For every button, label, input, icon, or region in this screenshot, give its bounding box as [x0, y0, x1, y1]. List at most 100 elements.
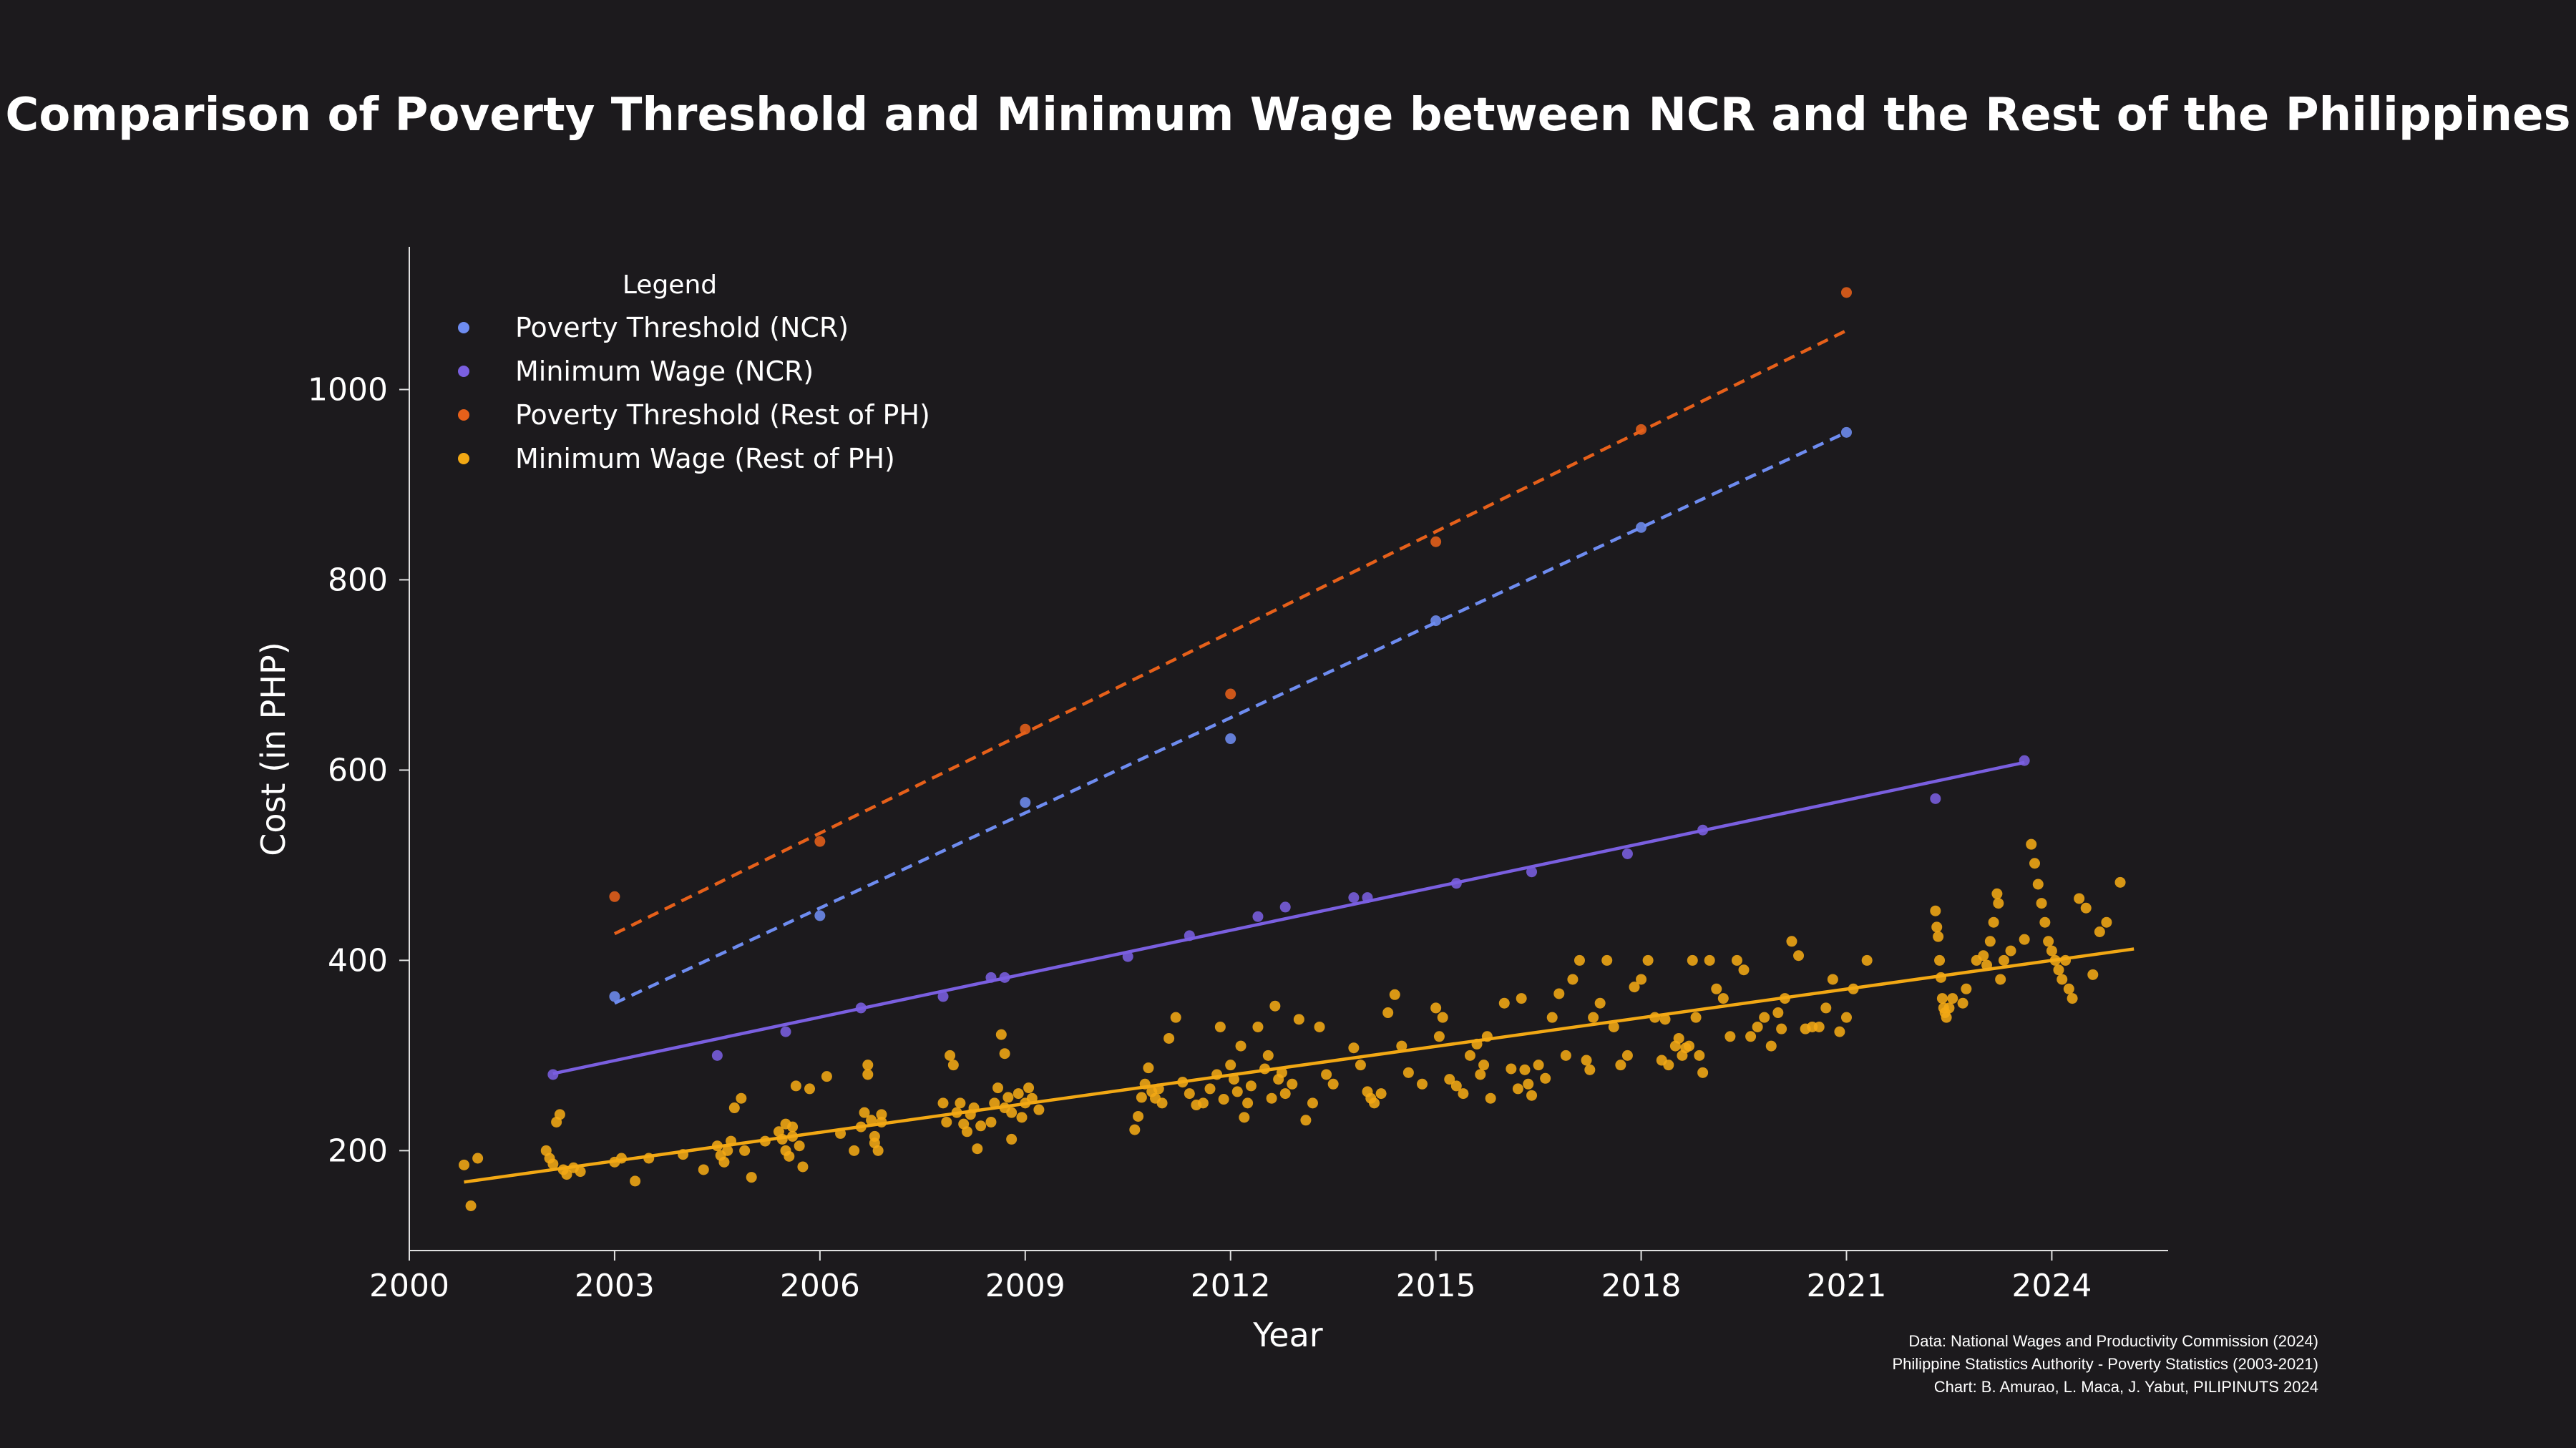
point-minimum-wage-rest-of-ph: [1033, 1104, 1045, 1115]
point-minimum-wage-rest-of-ph: [1314, 1021, 1325, 1032]
point-minimum-wage-ncr: [1279, 901, 1291, 913]
data-points: [459, 287, 2126, 1211]
point-minimum-wage-rest-of-ph: [1307, 1097, 1318, 1109]
point-minimum-wage-rest-of-ph: [1621, 1050, 1633, 1061]
point-minimum-wage-rest-of-ph: [739, 1145, 751, 1156]
point-minimum-wage-rest-of-ph: [736, 1092, 747, 1104]
point-minimum-wage-rest-of-ph: [1957, 997, 1968, 1009]
point-minimum-wage-rest-of-ph: [1659, 1014, 1671, 1025]
point-minimum-wage-rest-of-ph: [1519, 1064, 1531, 1075]
point-minimum-wage-rest-of-ph: [1991, 888, 2003, 899]
y-tick-label: 1000: [308, 371, 388, 408]
x-tick-label: 2003: [575, 1268, 655, 1304]
point-minimum-wage-rest-of-ph: [1793, 950, 1805, 962]
point-minimum-wage-rest-of-ph: [472, 1153, 484, 1164]
point-poverty-threshold-rest-of-ph: [1430, 536, 1442, 547]
point-minimum-wage-rest-of-ph: [1601, 954, 1613, 966]
point-minimum-wage-rest-of-ph: [1936, 993, 1948, 1004]
point-minimum-wage-rest-of-ph: [855, 1121, 867, 1133]
point-poverty-threshold-ncr: [1636, 522, 1647, 533]
legend-items: Poverty Threshold (NCR) Minimum Wage (NCR…: [458, 312, 930, 474]
point-minimum-wage-rest-of-ph: [1941, 1012, 1952, 1023]
point-minimum-wage-rest-of-ph: [849, 1145, 860, 1156]
point-minimum-wage-rest-of-ph: [1998, 954, 2009, 966]
point-minimum-wage-rest-of-ph: [1540, 1072, 1551, 1084]
point-minimum-wage-rest-of-ph: [1690, 1012, 1702, 1023]
point-minimum-wage-rest-of-ph: [575, 1166, 586, 1178]
point-minimum-wage-rest-of-ph: [2114, 876, 2126, 888]
point-minimum-wage-rest-of-ph: [776, 1133, 788, 1145]
point-poverty-threshold-rest-of-ph: [1225, 688, 1236, 700]
point-minimum-wage-rest-of-ph: [995, 1029, 1007, 1040]
point-minimum-wage-rest-of-ph: [975, 1120, 987, 1132]
point-minimum-wage-rest-of-ph: [1786, 936, 1797, 947]
point-minimum-wage-rest-of-ph: [1930, 905, 1941, 916]
point-minimum-wage-rest-of-ph: [726, 1135, 737, 1147]
point-minimum-wage-ncr: [1450, 878, 1462, 889]
point-minimum-wage-ncr: [1362, 892, 1373, 904]
y-tick-label: 200: [328, 1133, 388, 1169]
point-minimum-wage-rest-of-ph: [1608, 1021, 1619, 1032]
point-minimum-wage-rest-of-ph: [1981, 959, 1993, 971]
point-minimum-wage-rest-of-ph: [2101, 916, 2112, 928]
credits: Data: National Wages and Productivity Co…: [1893, 1332, 2319, 1396]
point-minimum-wage-rest-of-ph: [1396, 1040, 1407, 1052]
point-minimum-wage-rest-of-ph: [2036, 898, 2047, 909]
point-minimum-wage-rest-of-ph: [1526, 1090, 1538, 1101]
point-minimum-wage-ncr: [711, 1050, 723, 1061]
point-minimum-wage-rest-of-ph: [1327, 1078, 1339, 1090]
legend-marker-minimum-wage-ncr: [458, 366, 469, 377]
point-minimum-wage-rest-of-ph: [947, 1060, 959, 1071]
point-minimum-wage-rest-of-ph: [1262, 1050, 1274, 1061]
point-poverty-threshold-rest-of-ph: [1020, 723, 1031, 735]
point-minimum-wage-rest-of-ph: [985, 1116, 997, 1127]
point-minimum-wage-rest-of-ph: [1450, 1080, 1462, 1092]
point-minimum-wage-rest-of-ph: [1584, 1064, 1596, 1075]
point-minimum-wage-ncr: [547, 1069, 559, 1080]
point-minimum-wage-rest-of-ph: [1820, 1002, 1832, 1014]
point-minimum-wage-rest-of-ph: [1935, 972, 1946, 983]
x-axis-ticks: 2000 2003 2006 2009 2012 2015 2018 2021 2024: [369, 1251, 2092, 1304]
point-minimum-wage-rest-of-ph: [1170, 1012, 1181, 1023]
point-minimum-wage-rest-of-ph: [2046, 945, 2057, 957]
point-minimum-wage-rest-of-ph: [1663, 1060, 1674, 1071]
point-poverty-threshold-ncr: [814, 910, 826, 921]
point-minimum-wage-rest-of-ph: [1717, 993, 1729, 1004]
credit-line: Data: National Wages and Productivity Co…: [1908, 1332, 2318, 1350]
point-minimum-wage-rest-of-ph: [1231, 1086, 1243, 1097]
point-minimum-wage-rest-of-ph: [862, 1060, 874, 1071]
point-minimum-wage-rest-of-ph: [728, 1102, 740, 1114]
point-minimum-wage-rest-of-ph: [1934, 954, 1946, 966]
point-minimum-wage-rest-of-ph: [1779, 993, 1790, 1004]
point-minimum-wage-rest-of-ph: [1156, 1097, 1168, 1109]
point-minimum-wage-rest-of-ph: [1485, 1092, 1496, 1104]
point-minimum-wage-rest-of-ph: [2094, 926, 2105, 937]
point-minimum-wage-rest-of-ph: [2087, 969, 2099, 980]
point-minimum-wage-rest-of-ph: [459, 1159, 470, 1170]
point-minimum-wage-rest-of-ph: [2063, 983, 2074, 994]
point-minimum-wage-rest-of-ph: [1269, 1000, 1281, 1012]
x-tick-label: 2006: [780, 1268, 860, 1304]
legend-label-poverty-threshold-ncr: Poverty Threshold (NCR): [515, 312, 849, 343]
y-axis-ticks: 200 400 600 800 1000: [308, 371, 409, 1169]
point-minimum-wage-rest-of-ph: [1214, 1021, 1226, 1032]
point-minimum-wage-rest-of-ph: [1731, 954, 1742, 966]
point-minimum-wage-rest-of-ph: [961, 1126, 972, 1138]
legend-title: Legend: [623, 270, 717, 300]
point-minimum-wage-ncr: [1122, 951, 1133, 962]
point-minimum-wage-ncr: [2019, 755, 2030, 766]
point-minimum-wage-rest-of-ph: [1369, 1097, 1380, 1109]
legend-label-minimum-wage-rest-of-ph: Minimum Wage (Rest of PH): [515, 443, 895, 474]
y-tick-label: 400: [328, 942, 388, 979]
point-minimum-wage-ncr: [937, 991, 949, 1002]
point-minimum-wage-rest-of-ph: [1211, 1069, 1223, 1080]
point-minimum-wage-rest-of-ph: [1827, 974, 1838, 985]
point-minimum-wage-rest-of-ph: [1995, 974, 2006, 985]
point-minimum-wage-rest-of-ph: [2005, 945, 2016, 957]
x-tick-label: 2012: [1191, 1268, 1271, 1304]
legend-label-poverty-threshold-rest-of-ph: Poverty Threshold (Rest of PH): [515, 399, 930, 431]
point-minimum-wage-rest-of-ph: [784, 1150, 795, 1162]
point-minimum-wage-rest-of-ph: [968, 1102, 980, 1114]
point-poverty-threshold-rest-of-ph: [1636, 424, 1647, 435]
